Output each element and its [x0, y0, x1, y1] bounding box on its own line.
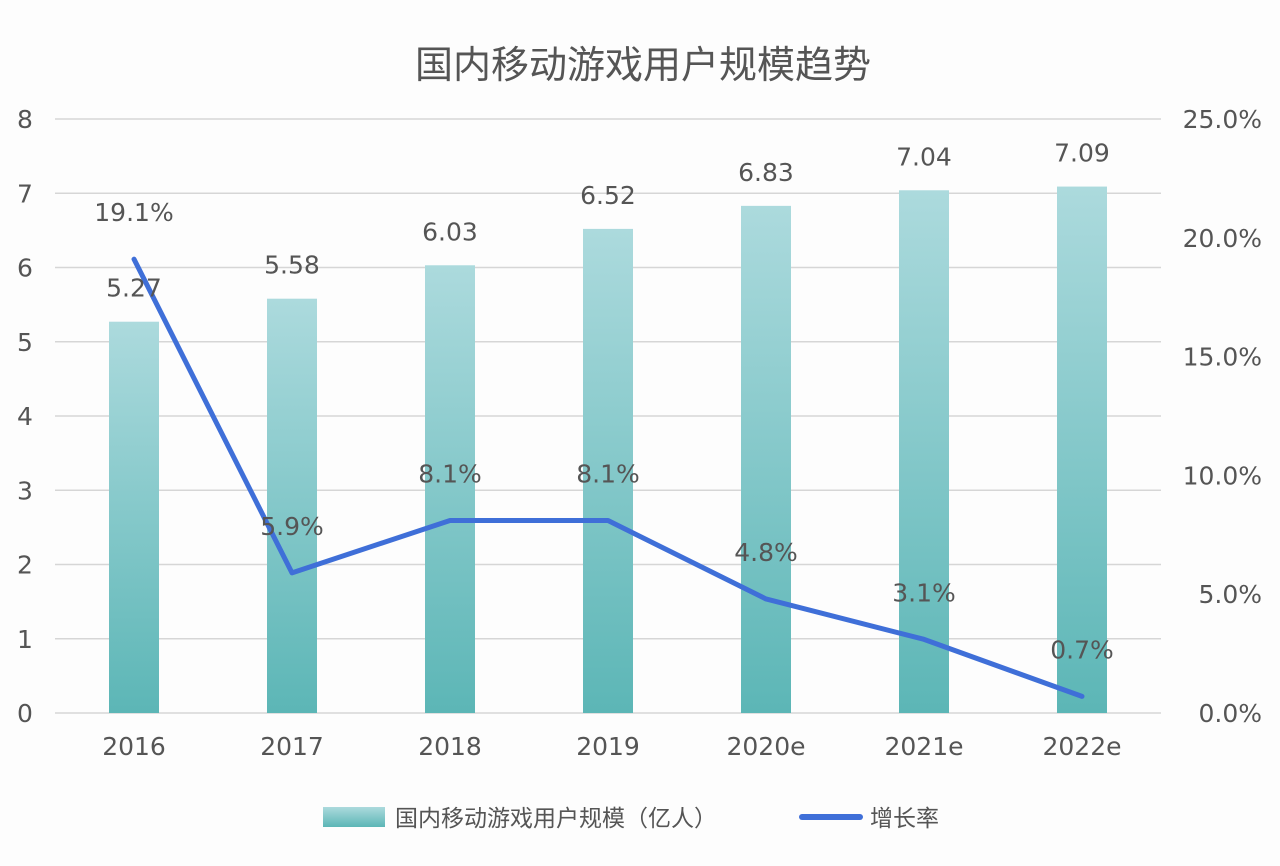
- y-left-tick-label: 4: [17, 402, 33, 431]
- growth-line: [131, 256, 1085, 699]
- growth-value-label: 8.1%: [418, 460, 482, 489]
- legend-swatch-bar: [323, 807, 385, 827]
- chart-title: 国内移动游戏用户规模趋势: [415, 43, 871, 87]
- x-tick-label: 2018: [418, 732, 482, 761]
- y-right-tick-label: 15.0%: [1183, 343, 1262, 372]
- y-right-tick-label: 5.0%: [1198, 580, 1262, 609]
- bar: [899, 190, 949, 713]
- bar-value-label: 5.58: [264, 251, 320, 280]
- x-tick-label: 2016: [102, 732, 166, 761]
- growth-value-label: 4.8%: [734, 538, 798, 567]
- y-left-tick-label: 5: [17, 328, 33, 357]
- y-right-tick-label: 25.0%: [1183, 105, 1262, 134]
- y-left-tick-label: 6: [17, 254, 33, 283]
- legend: 国内移动游戏用户规模（亿人） 增长率: [323, 806, 939, 832]
- y-left-tick-label: 1: [17, 625, 33, 654]
- growth-value-label: 0.7%: [1050, 635, 1114, 664]
- x-tick-label: 2017: [260, 732, 324, 761]
- y-left-tick-label: 0: [17, 699, 33, 728]
- bar: [109, 321, 159, 713]
- bar-value-label: 7.04: [896, 142, 952, 171]
- y-left-tick-label: 8: [17, 105, 33, 134]
- x-tick-label: 2019: [576, 732, 640, 761]
- legend-label-bar: 国内移动游戏用户规模（亿人）: [395, 806, 717, 832]
- bar: [267, 298, 317, 713]
- bar-value-label: 6.83: [738, 158, 794, 187]
- y-right-tick-label: 20.0%: [1183, 224, 1262, 253]
- legend-label-line: 增长率: [870, 806, 939, 832]
- y-left-tick-label: 7: [17, 179, 33, 208]
- bar: [1057, 186, 1107, 713]
- bar-value-label: 5.27: [106, 274, 162, 303]
- bar: [741, 205, 791, 713]
- growth-value-label: 19.1%: [94, 198, 173, 227]
- bar-value-label: 6.03: [422, 217, 478, 246]
- growth-value-label: 3.1%: [892, 578, 956, 607]
- y-right-tick-label: 10.0%: [1183, 461, 1262, 490]
- x-tick-label: 2021e: [884, 732, 963, 761]
- x-tick-label: 2020e: [726, 732, 805, 761]
- bar: [425, 265, 475, 713]
- growth-value-label: 8.1%: [576, 460, 640, 489]
- growth-value-label: 5.9%: [260, 512, 324, 541]
- bar-value-label: 7.09: [1054, 139, 1110, 168]
- y-left-tick-label: 3: [17, 476, 33, 505]
- y-left-tick-label: 2: [17, 551, 33, 580]
- bar: [583, 228, 633, 713]
- bar-value-label: 6.52: [580, 181, 636, 210]
- y-right-tick-label: 0.0%: [1198, 699, 1262, 728]
- x-tick-label: 2022e: [1042, 732, 1121, 761]
